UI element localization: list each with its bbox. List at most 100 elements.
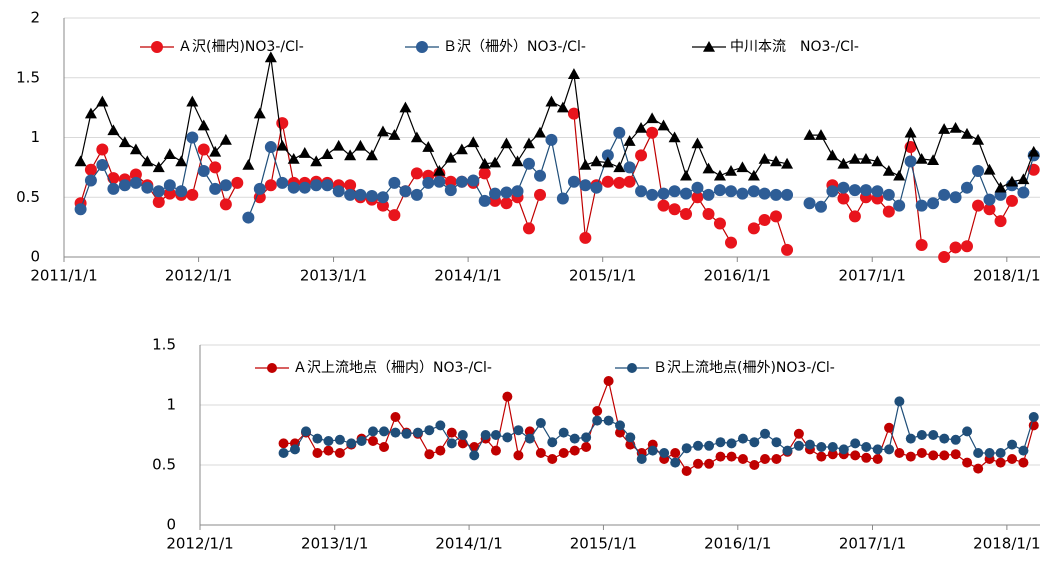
marker	[592, 406, 603, 416]
x-tick-label: 2015/1/1	[570, 535, 637, 553]
marker	[769, 210, 782, 223]
marker	[893, 199, 906, 212]
marker	[670, 448, 681, 458]
marker	[928, 430, 939, 440]
marker	[601, 156, 614, 168]
marker	[691, 181, 704, 194]
marker	[186, 131, 199, 144]
marker	[613, 176, 626, 189]
marker	[646, 188, 659, 201]
marker	[278, 448, 289, 458]
marker	[615, 420, 625, 431]
y-tick-label: 2	[30, 9, 40, 27]
marker	[455, 175, 468, 188]
marker	[859, 153, 872, 164]
marker	[219, 179, 232, 192]
marker	[691, 137, 704, 149]
marker	[804, 439, 815, 450]
marker	[433, 164, 446, 176]
legend-label: Ａ沢上流地点（柵内）NO3-/Cl-	[293, 360, 492, 376]
marker	[545, 133, 558, 146]
marker	[647, 445, 658, 456]
marker	[814, 129, 827, 140]
marker	[702, 188, 715, 201]
marker	[905, 433, 916, 444]
series-line	[80, 99, 227, 169]
x-tick-label: 2012/1/1	[165, 267, 232, 285]
marker	[737, 454, 748, 464]
marker	[511, 185, 524, 198]
marker	[129, 143, 142, 155]
marker	[938, 251, 951, 263]
marker	[905, 451, 916, 462]
marker	[749, 437, 760, 448]
marker	[74, 203, 87, 216]
marker	[635, 185, 648, 198]
x-tick-label: 2016/1/1	[704, 535, 771, 553]
marker	[344, 149, 357, 161]
marker	[231, 176, 244, 189]
x-tick-label: 2011/1/1	[30, 267, 97, 285]
marker	[410, 131, 423, 143]
x-tick-label: 2013/1/1	[300, 267, 367, 285]
marker	[938, 188, 951, 201]
marker	[500, 137, 513, 149]
marker	[994, 181, 1007, 193]
legend-marker	[416, 41, 428, 53]
marker	[118, 136, 131, 148]
marker	[737, 433, 748, 444]
x-tick-label: 2018/1/1	[973, 267, 1040, 285]
marker	[939, 450, 950, 461]
marker	[186, 188, 199, 201]
marker	[219, 133, 232, 145]
marker	[592, 415, 603, 426]
marker	[681, 443, 692, 454]
marker	[522, 137, 535, 149]
marker	[693, 458, 704, 469]
marker	[713, 217, 726, 230]
marker	[949, 191, 962, 204]
marker	[242, 158, 255, 170]
marker	[209, 145, 222, 157]
marker	[435, 420, 446, 431]
marker	[469, 450, 480, 461]
marker	[1007, 439, 1018, 450]
marker	[558, 448, 569, 458]
marker	[623, 175, 636, 188]
marker	[1028, 412, 1039, 422]
marker	[837, 157, 850, 169]
marker	[713, 169, 726, 181]
marker	[446, 438, 457, 449]
marker	[814, 200, 827, 213]
marker	[603, 376, 614, 386]
marker	[893, 169, 906, 181]
marker	[388, 209, 401, 222]
marker	[107, 124, 120, 136]
marker	[388, 129, 401, 140]
marker	[480, 430, 491, 440]
marker	[960, 181, 973, 194]
marker	[760, 428, 771, 439]
marker	[962, 426, 973, 437]
marker	[219, 198, 232, 211]
legend-label: Ａ沢(柵内)NO3-/Cl-	[178, 39, 304, 55]
marker	[152, 161, 165, 173]
marker	[278, 438, 289, 449]
x-tick-label: 2014/1/1	[435, 535, 502, 553]
marker	[129, 176, 142, 189]
marker	[938, 123, 951, 134]
marker	[915, 199, 928, 212]
marker	[590, 181, 603, 194]
marker	[334, 434, 345, 445]
marker	[242, 211, 255, 224]
marker	[972, 133, 985, 145]
marker	[422, 141, 435, 152]
marker	[412, 427, 423, 438]
marker	[444, 175, 457, 188]
marker	[354, 188, 367, 201]
legend-label: Ｂ沢上流地点(柵外)NO3-/Cl-	[653, 360, 835, 376]
marker	[816, 451, 827, 462]
marker	[376, 199, 389, 212]
marker	[344, 179, 357, 192]
